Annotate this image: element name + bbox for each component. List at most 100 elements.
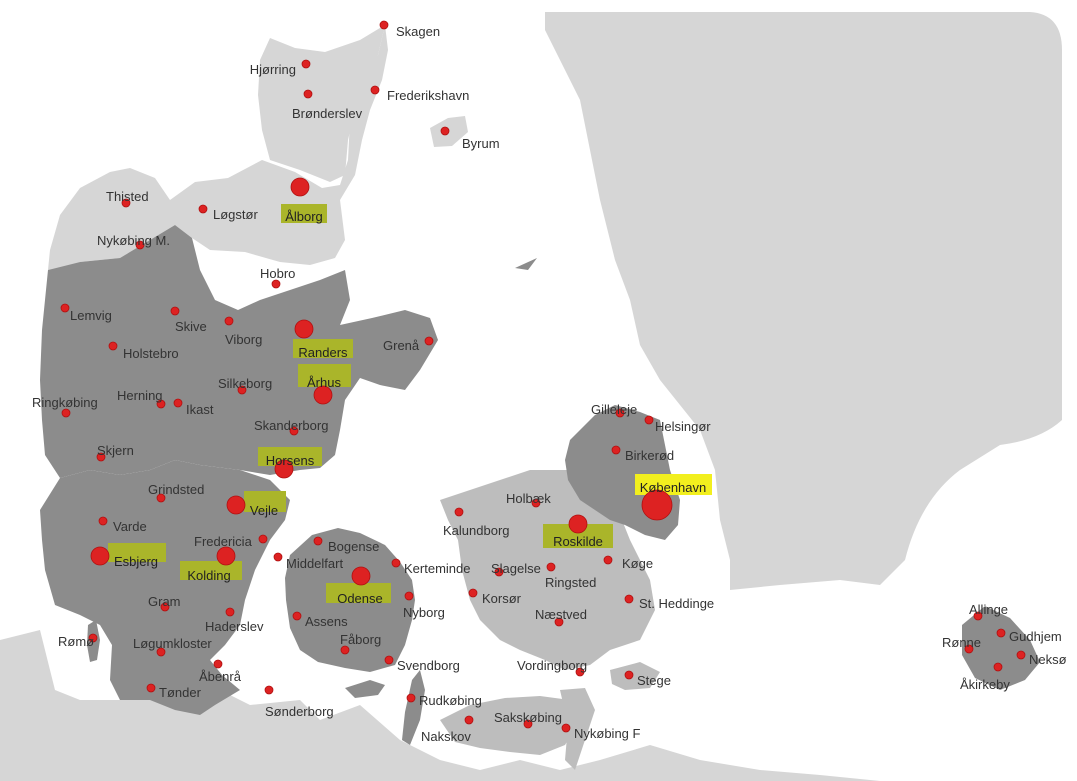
mon-island — [610, 662, 660, 690]
city-label-skagen: Skagen — [396, 24, 440, 39]
city-dot-nykobing_f — [561, 723, 571, 733]
vendsyssel-region — [258, 25, 385, 182]
city-dot-akirkeby — [993, 662, 1003, 672]
aero-island — [345, 680, 385, 698]
city-label-romo: Rømø — [58, 634, 94, 649]
city-label-hjorring: Hjørring — [250, 62, 296, 77]
germany-landmass — [0, 630, 880, 781]
city-dot-varde — [98, 516, 108, 526]
city-dot-bogense — [313, 536, 323, 546]
highlight-horsens — [258, 447, 322, 466]
city-dot-tonder — [146, 683, 156, 693]
city-dot-nekso — [1016, 650, 1026, 660]
city-dot-hobro — [271, 279, 281, 289]
city-dot-nakskov — [464, 715, 474, 725]
city-dot-gilleleje — [615, 408, 625, 418]
city-dot-sonderborg — [264, 685, 274, 695]
city-dot-esbjerg — [90, 546, 110, 566]
city-label-koge: Køge — [622, 556, 653, 571]
city-label-thisted: Thisted — [106, 189, 149, 204]
city-label-holstebro: Holstebro — [123, 346, 179, 361]
city-dot-skanderborg — [289, 426, 299, 436]
city-dots — [60, 20, 1026, 733]
city-label-svendborg: Svendborg — [397, 658, 460, 673]
city-label-ronne: Rønne — [942, 635, 981, 650]
city-dot-rudkobing — [406, 693, 416, 703]
city-dot-kolding — [216, 546, 236, 566]
city-label-roskilde: Roskilde — [553, 534, 603, 549]
city-dot-aalborg — [290, 177, 310, 197]
city-dot-sakskobing — [523, 719, 533, 729]
city-dot-byrum — [440, 126, 450, 136]
city-label-odense: Odense — [337, 591, 383, 606]
city-label-korsor: Korsør — [482, 591, 522, 606]
city-dot-nyborg — [404, 591, 414, 601]
city-label-nykobing_f: Nykøbing F — [574, 726, 641, 741]
city-dot-svendborg — [384, 655, 394, 665]
city-label-akirkeby: Åkirkeby — [960, 677, 1010, 692]
highlight-vejle — [244, 491, 286, 512]
city-labels: Skagen Hjørring Frederikshavn Brønderslev By… — [32, 24, 1067, 744]
city-label-nykobing_m: Nykøbing M. — [97, 233, 170, 248]
city-dot-slagelse — [494, 567, 504, 577]
city-label-hobro: Hobro — [260, 266, 295, 281]
city-label-holbaek: Holbæk — [506, 491, 551, 506]
city-label-sakskobing: Sakskøbing — [494, 710, 562, 725]
city-dot-vejle — [226, 495, 246, 515]
city-dot-haderslev — [225, 607, 235, 617]
city-label-frederikshavn: Frederikshavn — [387, 88, 469, 103]
city-label-ringsted: Ringsted — [545, 575, 596, 590]
falster-island — [560, 688, 595, 770]
city-dot-randers — [294, 319, 314, 339]
city-label-grena: Grenå — [383, 338, 420, 353]
city-dot-logumkloster — [156, 647, 166, 657]
city-label-logumkloster: Løgumkloster — [133, 636, 212, 651]
city-dot-silkeborg — [237, 385, 247, 395]
city-label-skanderborg: Skanderborg — [254, 418, 328, 433]
city-label-helsingor: Helsingør — [655, 419, 711, 434]
city-dot-gudhjem — [996, 628, 1006, 638]
city-label-varde: Varde — [113, 519, 147, 534]
city-label-randers: Randers — [298, 345, 348, 360]
mid-jutland-region — [40, 225, 438, 478]
city-label-bronderslev: Brønderslev — [292, 106, 363, 121]
city-dot-gram — [160, 602, 170, 612]
city-label-gudhjem: Gudhjem — [1009, 629, 1062, 644]
city-dot-allinge — [973, 611, 983, 621]
city-label-kalundborg: Kalundborg — [443, 523, 510, 538]
city-dot-skive — [170, 306, 180, 316]
city-dot-logstor — [198, 204, 208, 214]
city-label-lemvig: Lemvig — [70, 308, 112, 323]
city-label-grindsted: Grindsted — [148, 482, 204, 497]
lolland-island — [440, 696, 580, 755]
city-label-slagelse: Slagelse — [491, 561, 541, 576]
highlight-aarhus — [298, 364, 351, 387]
city-label-allinge: Allinge — [969, 602, 1008, 617]
city-dot-viborg — [224, 316, 234, 326]
city-dot-assens — [292, 611, 302, 621]
city-dot-kerteminde — [391, 558, 401, 568]
city-label-st_heddinge: St. Heddinge — [639, 596, 714, 611]
city-label-faborg: Fåborg — [340, 632, 381, 647]
city-dot-skjern — [96, 452, 106, 462]
city-dot-st_heddinge — [624, 594, 634, 604]
city-label-tonder: Tønder — [159, 685, 202, 700]
city-dot-ikast — [173, 398, 183, 408]
highlight-aalborg — [281, 204, 327, 223]
city-dot-faborg — [340, 645, 350, 655]
langeland-island — [402, 670, 425, 745]
city-label-vordingborg: Vordingborg — [517, 658, 587, 673]
sweden-landmass — [545, 12, 1062, 590]
city-dot-skagen — [379, 20, 389, 30]
city-label-vejle: Vejle — [250, 503, 278, 518]
city-dot-holstebro — [108, 341, 118, 351]
city-dot-kalundborg — [454, 507, 464, 517]
highlight-kobenhavn — [635, 474, 712, 495]
city-dot-bronderslev — [303, 89, 313, 99]
city-dot-naestved — [554, 617, 564, 627]
zealand-west-region — [440, 470, 655, 670]
city-label-bogense: Bogense — [328, 539, 379, 554]
city-dot-ringkobing — [61, 408, 71, 418]
city-dot-aarhus — [313, 385, 333, 405]
